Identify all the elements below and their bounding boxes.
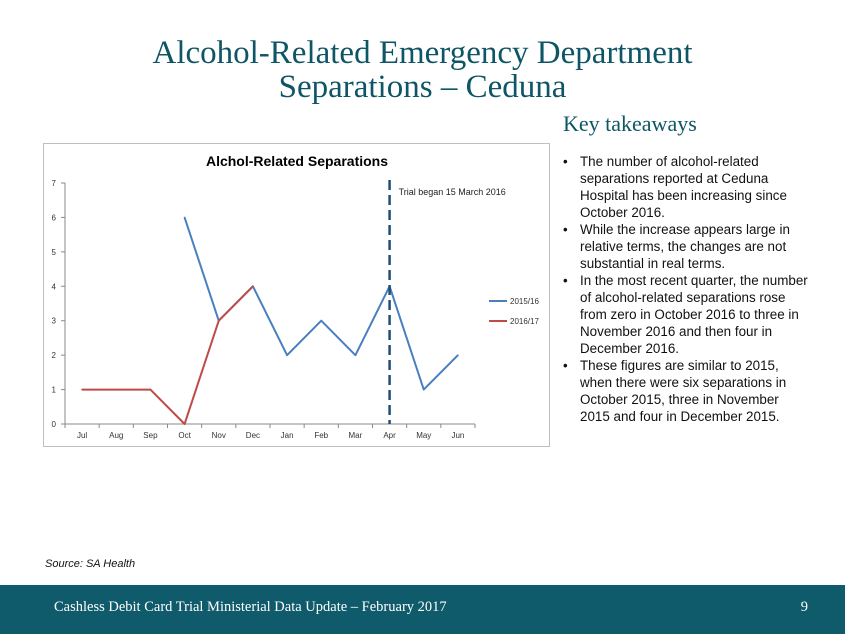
slide-title: Alcohol-Related Emergency Department Sep…	[0, 36, 845, 104]
y-tick-label: 7	[52, 179, 57, 188]
series-point-2	[252, 285, 254, 288]
trial-start-label: Trial began 15 March 2016	[399, 187, 506, 197]
x-tick-label: May	[416, 431, 431, 440]
series-point-1	[286, 354, 288, 356]
y-tick-label: 0	[52, 420, 57, 429]
x-tick-label: Mar	[349, 431, 363, 440]
y-tick-label: 6	[52, 213, 57, 222]
chart-title: Alchol-Related Separations	[206, 153, 388, 169]
series-point-1	[320, 319, 323, 322]
y-tick-label: 1	[52, 386, 57, 395]
x-tick-label: Aug	[109, 431, 123, 440]
x-tick-label: Sep	[143, 431, 158, 440]
series-point-1	[457, 354, 459, 356]
series-line-1	[183, 217, 459, 391]
y-tick-label: 4	[52, 282, 57, 291]
series-point-2	[183, 423, 186, 425]
x-tick-label: Jul	[77, 431, 87, 440]
series-line-2	[82, 285, 254, 425]
series-point-1	[422, 388, 425, 391]
x-tick-label: Nov	[212, 431, 226, 440]
footer-text: Cashless Debit Card Trial Ministerial Da…	[54, 599, 447, 615]
takeaway-item-2: While the increase appears large in rela…	[563, 221, 811, 272]
x-tick-label: Oct	[178, 431, 191, 440]
x-tick-label: Jan	[281, 431, 294, 440]
y-tick-label: 5	[52, 248, 57, 257]
key-takeaways-heading: Key takeaways	[563, 111, 697, 136]
series-point-2	[149, 388, 152, 391]
y-tick-label: 3	[52, 317, 57, 326]
source-note: Source: SA Health	[45, 558, 136, 570]
y-tick-label: 2	[52, 351, 57, 360]
takeaway-item-1: The number of alcohol-related separation…	[563, 153, 811, 221]
series-point-1	[183, 216, 186, 219]
x-tick-label: Apr	[383, 431, 396, 440]
x-tick-label: Jun	[451, 431, 464, 440]
legend-label-1: 2015/16	[510, 297, 539, 306]
slide-title-line-2: Separations – Ceduna	[278, 69, 567, 105]
series-point-2	[81, 388, 83, 391]
takeaways-list: The number of alcohol-related separation…	[563, 153, 811, 425]
x-tick-label: Feb	[314, 431, 328, 440]
series-point-2	[217, 319, 220, 322]
page-number: 9	[800, 599, 808, 615]
takeaway-item-3: In the most recent quarter, the number o…	[563, 272, 811, 357]
line-chart: Alchol-Related Separations 0 1 2 3 4 5 6 7 Jul Aug…	[52, 153, 540, 440]
series-point-2	[115, 388, 118, 391]
slide-title-line-1: Alcohol-Related Emergency Department	[152, 35, 693, 71]
legend-label-2: 2016/17	[510, 317, 539, 326]
series-point-1	[354, 354, 357, 356]
footer-bar: Cashless Debit Card Trial Ministerial Da…	[0, 585, 845, 634]
takeaway-item-4: These figures are similar to 2015, when …	[563, 357, 811, 425]
chart-frame: Alchol-Related Separations 0 1 2 3 4 5 6 7 Jul Aug…	[43, 143, 550, 447]
x-tick-label: Dec	[246, 431, 260, 440]
